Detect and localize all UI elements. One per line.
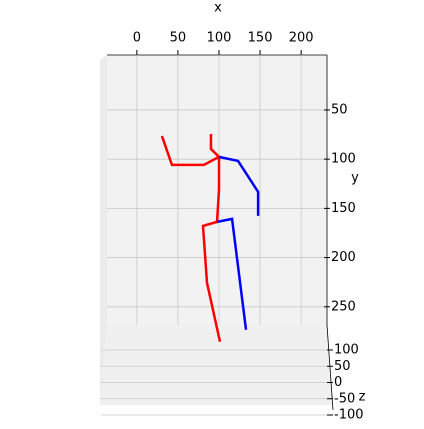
z-axis-label: z — [359, 390, 366, 405]
y-tick-label: 50 — [331, 102, 348, 117]
x-axis-label: x — [214, 1, 222, 16]
z-tick-label: -50 — [334, 391, 355, 406]
y-axis-label: y — [351, 171, 359, 186]
x-tick-label: 150 — [248, 31, 273, 46]
left-pane — [100, 55, 107, 400]
y-tick-label: 150 — [331, 201, 356, 216]
x-tick-label: 100 — [207, 31, 232, 46]
limb — [209, 133, 220, 158]
z-tick-label: -100 — [334, 408, 364, 423]
z-axis — [326, 324, 334, 411]
limb — [216, 217, 248, 330]
x-tick-label: 0 — [133, 31, 141, 46]
z-tick-label: 100 — [334, 343, 359, 358]
y-tick-label: 250 — [331, 299, 356, 314]
x-tick-label: 50 — [170, 31, 187, 46]
z-tick-label: 0 — [334, 375, 342, 390]
floor-pane — [100, 325, 333, 405]
limb — [218, 155, 260, 216]
y-tick-label: 100 — [331, 152, 356, 167]
back-pane — [107, 55, 327, 325]
limb — [160, 135, 220, 167]
limb — [201, 156, 222, 342]
x-tick-label: 200 — [289, 31, 314, 46]
y-tick-label: 200 — [331, 250, 356, 265]
z-tick-label: 50 — [334, 359, 351, 374]
